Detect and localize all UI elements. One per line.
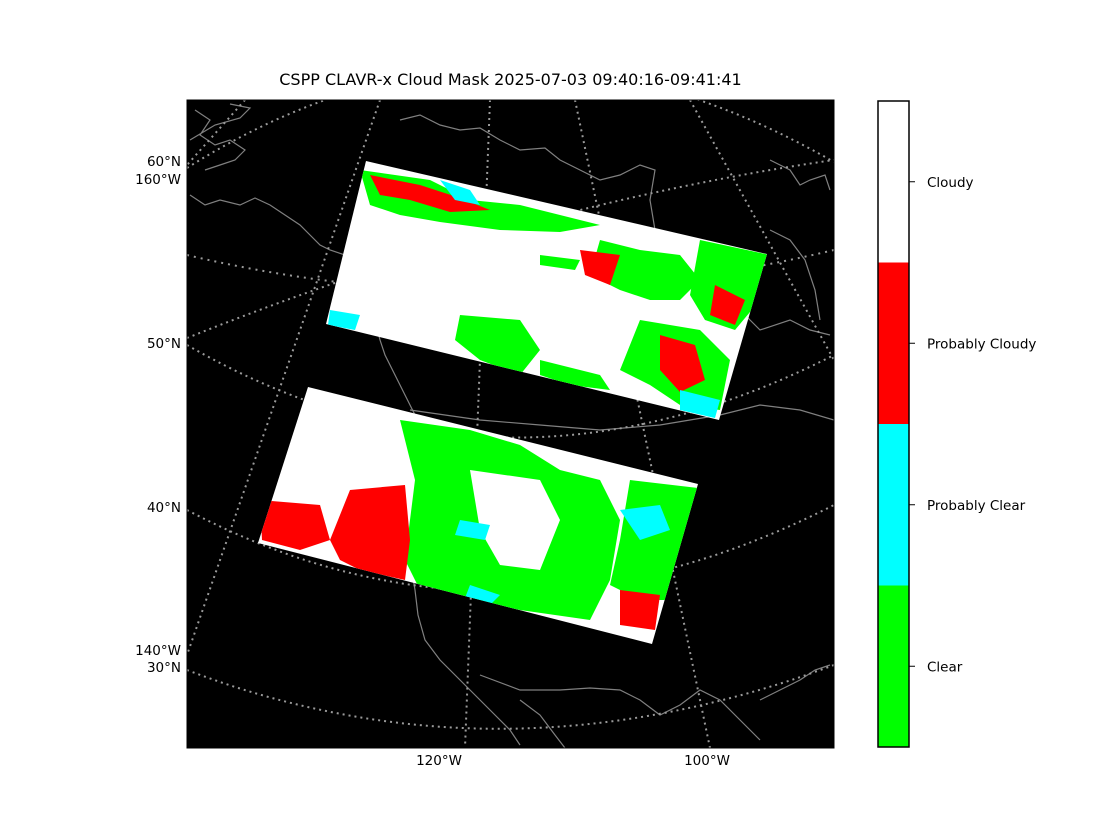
- swath-south: [258, 387, 698, 644]
- lat-label-40: 40°N: [147, 500, 181, 516]
- lon-label-120w: 120°W: [416, 753, 462, 769]
- swath-north: [326, 161, 767, 420]
- colorbar-label: Probably Cloudy: [927, 336, 1036, 352]
- colorbar-label: Cloudy: [927, 175, 974, 191]
- map-title: CSPP CLAVR-x Cloud Mask 2025-07-03 09:40…: [279, 70, 742, 89]
- lon-label-140w: 140°W: [135, 643, 181, 659]
- colorbar: Cloudy Probably Cloudy Probably Clear Clear: [877, 100, 1036, 748]
- colorbar-segment-probably-clear: [878, 424, 909, 586]
- colorbar-frame: [877, 100, 910, 748]
- lon-label-100w: 100°W: [684, 753, 730, 769]
- colorbar-label: Probably Clear: [927, 498, 1026, 514]
- lat-label-60: 60°N: [147, 154, 181, 170]
- map-frame: [186, 99, 835, 749]
- lat-label-50: 50°N: [147, 336, 181, 352]
- colorbar-label: Clear: [927, 659, 963, 675]
- lat-label-30: 30°N: [147, 660, 181, 676]
- axis-labels: 60°N 160°W 50°N 40°N 140°W 30°N 120°W 10…: [135, 154, 730, 769]
- lon-label-160w: 160°W: [135, 172, 181, 188]
- colorbar-segment-cloudy: [878, 101, 909, 263]
- colorbar-segment-clear: [878, 585, 909, 747]
- colorbar-segment-probably-cloudy: [878, 262, 909, 424]
